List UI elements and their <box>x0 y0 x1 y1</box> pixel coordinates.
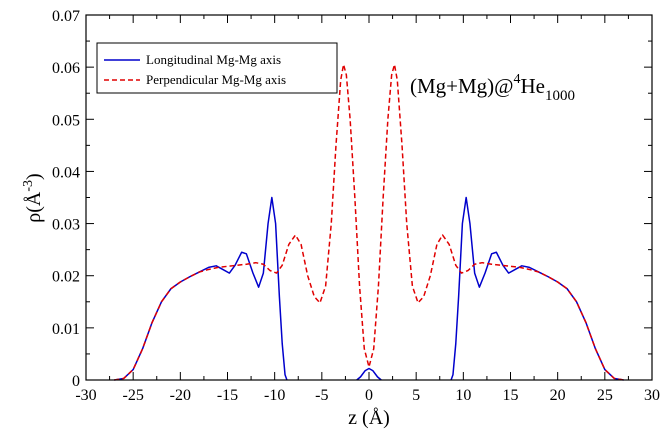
x-tick-label: 30 <box>644 387 660 404</box>
y-tick-label: 0.06 <box>52 60 80 77</box>
x-tick-label: 5 <box>412 387 420 404</box>
x-tick-label: -15 <box>217 387 238 404</box>
series-0-segment-1 <box>356 367 382 381</box>
x-tick-label: -5 <box>315 387 328 404</box>
y-tick-label: 0.04 <box>52 164 80 181</box>
ticks-layer <box>85 14 653 381</box>
x-tick-label: 10 <box>455 387 471 404</box>
series-layer <box>114 63 624 381</box>
x-tick-label: 20 <box>550 387 566 404</box>
y-axis-label: ρ(Å-3) <box>21 173 45 222</box>
tick-labels: -30 -25 -20 -15 -10 -5 0 5 10 15 20 25 30 0 0.01 0.02 0.… <box>52 8 660 404</box>
x-tick-label: -20 <box>170 387 191 404</box>
legend-label-perpendicular: Perpendicular Mg-Mg axis <box>146 72 286 87</box>
x-tick-label: -10 <box>264 387 285 404</box>
x-tick-label: 25 <box>597 387 613 404</box>
y-tick-label: 0.05 <box>52 112 80 129</box>
y-tick-label: 0.02 <box>52 269 80 286</box>
legend-box <box>96 42 338 94</box>
x-tick-label: 15 <box>503 387 519 404</box>
legend: Longitudinal Mg-Mg axis Perpendicular Mg… <box>96 42 338 94</box>
y-tick-label: 0.03 <box>52 217 80 234</box>
system-annotation: (Mg+Mg)@4He1000 <box>410 72 575 104</box>
y-tick-label: 0.07 <box>52 8 80 25</box>
y-tick-label: 0 <box>72 373 80 390</box>
x-axis-label: z (Å) <box>348 407 390 429</box>
plot-frame <box>85 14 653 381</box>
x-tick-label: -30 <box>75 387 96 404</box>
x-tick-label: -25 <box>123 387 144 404</box>
x-tick-label: 0 <box>365 387 373 404</box>
legend-label-longitudinal: Longitudinal Mg-Mg axis <box>146 52 281 67</box>
y-tick-label: 0.01 <box>52 321 80 338</box>
